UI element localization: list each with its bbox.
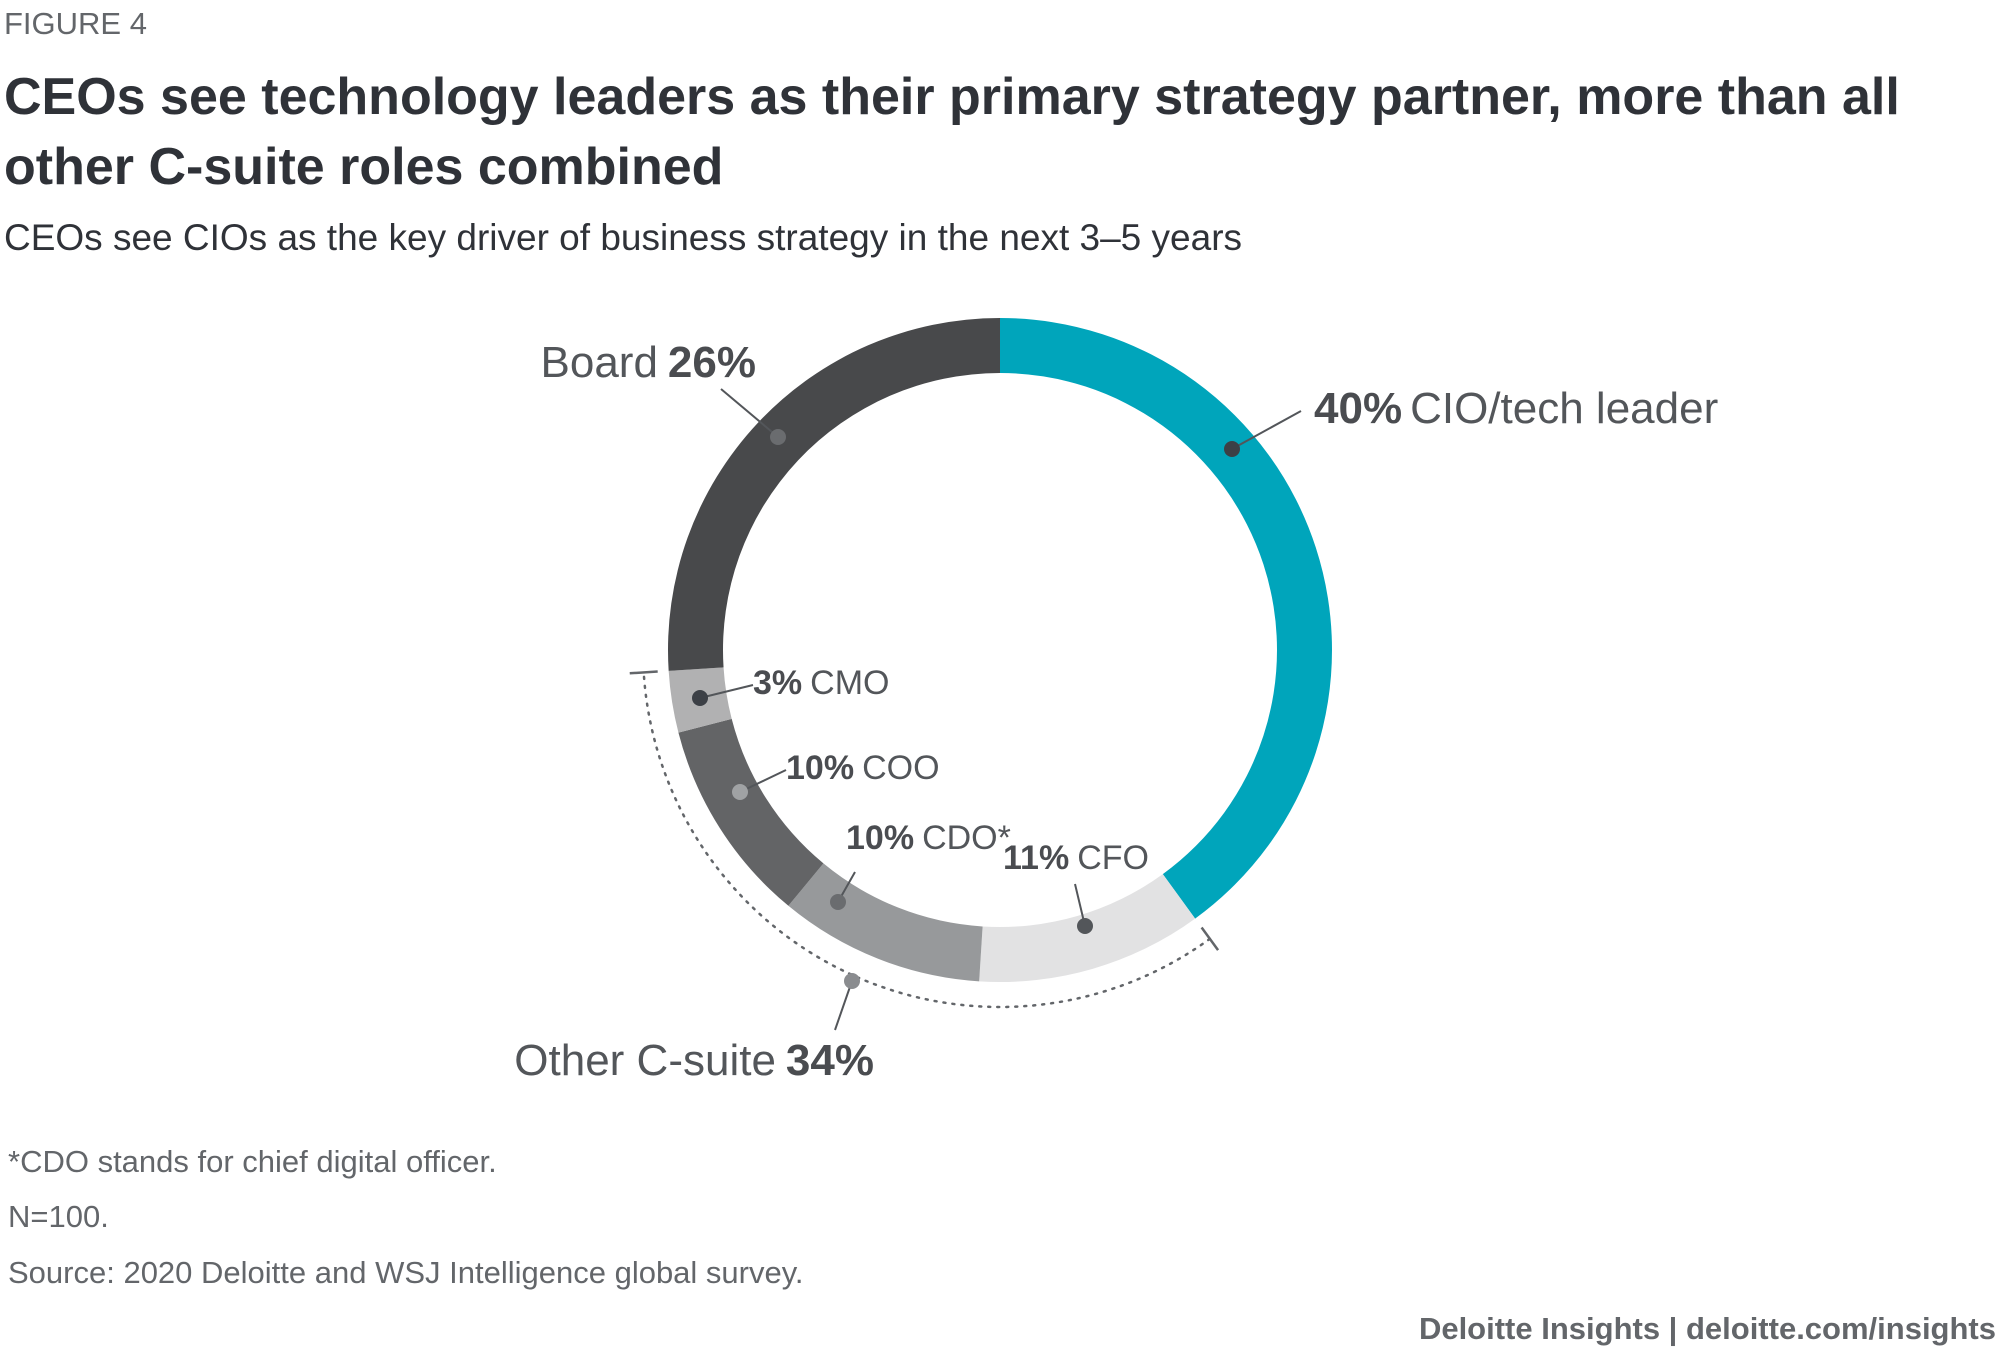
group-label-value: 34% [786, 1036, 874, 1085]
leader-dot [844, 973, 860, 989]
leader-dot [1224, 441, 1240, 457]
figure-label: FIGURE 4 [4, 6, 147, 41]
group-label-text: Other C-suite [514, 1036, 776, 1085]
donut-segment [668, 318, 1000, 671]
segment-category: CDO* [922, 819, 1011, 857]
segment-value-label: 3% [753, 664, 802, 702]
segment-label: 11% CFO [1003, 839, 1149, 877]
chart-title: CEOs see technology leaders as their pri… [4, 68, 1900, 126]
leader-line [1231, 410, 1302, 450]
footnote: *CDO stands for chief digital officer. [8, 1144, 497, 1179]
leader-dot [732, 784, 748, 800]
footnote: N=100. [8, 1199, 109, 1234]
leader-line [739, 769, 787, 793]
segment-label: 10% COO [786, 749, 940, 787]
bracket-end [629, 670, 658, 675]
leader-line [699, 684, 754, 699]
segment-value-label: 10% [846, 819, 914, 857]
donut-segment [678, 718, 824, 906]
segment-label: Board 26% [541, 338, 757, 387]
segment-category: CIO/tech leader [1410, 384, 1718, 433]
leader-dot [692, 690, 708, 706]
chart-subtitle: CEOs see CIOs as the key driver of busin… [4, 217, 1242, 258]
leader-dot [1077, 918, 1093, 934]
leader-dot [830, 894, 846, 910]
source: Deloitte Insights | deloitte.com/insight… [1419, 1311, 1996, 1346]
group-label: Other C-suite 34% [514, 1036, 874, 1085]
segment-value-label: 11% [1003, 839, 1069, 877]
donut-segment [788, 863, 983, 982]
segment-value-label: 40% [1314, 384, 1402, 433]
segment-category: COO [862, 749, 939, 787]
segment-label: 3% CMO [753, 664, 889, 702]
segment-label: 40% CIO/tech leader [1314, 384, 1718, 433]
bracket-end [1200, 926, 1220, 951]
segment-category: CFO [1077, 839, 1149, 877]
segment-label: 10% CDO* [846, 819, 1011, 857]
group-bracket [642, 671, 1212, 1009]
leader-line [720, 388, 779, 438]
footnote: Source: 2020 Deloitte and WSJ Intelligen… [8, 1255, 804, 1290]
leader-line [834, 980, 853, 1031]
leader-dot [770, 429, 786, 445]
donut-segment [1000, 318, 1332, 919]
segment-category: CMO [810, 664, 889, 702]
segment-value-label: 10% [786, 749, 854, 787]
segment-value-label: 26% [668, 338, 756, 387]
chart-title: other C-suite roles combined [4, 138, 723, 196]
segment-category: Board [541, 338, 658, 387]
